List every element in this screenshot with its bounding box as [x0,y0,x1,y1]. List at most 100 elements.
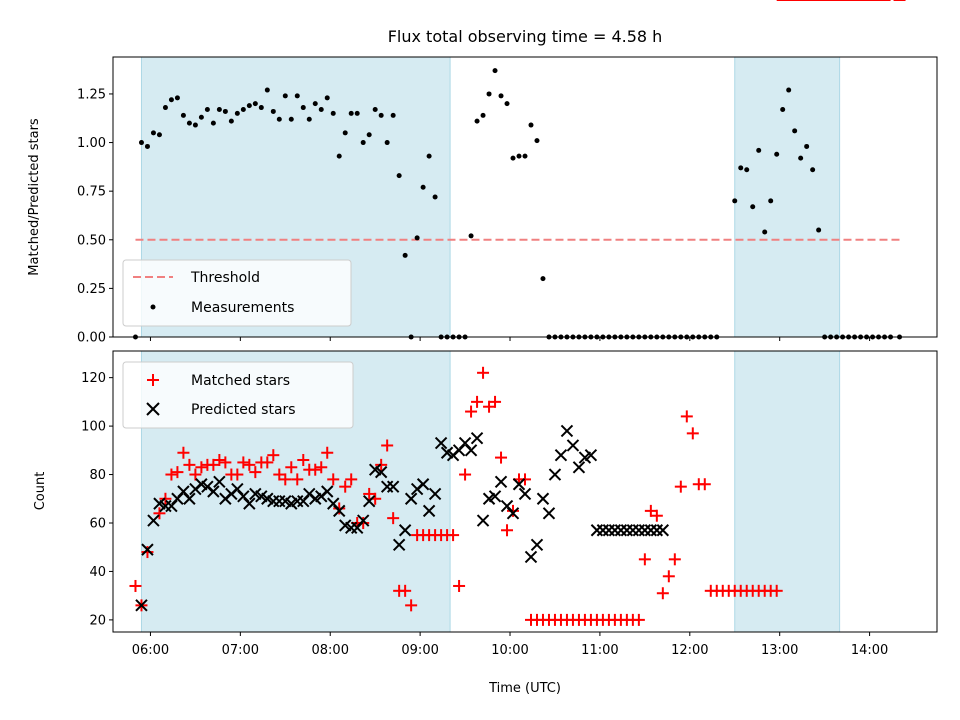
measurement-point [468,233,474,239]
matched-point [447,529,460,542]
matched-point [698,478,711,491]
ratio-y-axis-label: Matched/Predicted stars [27,118,42,276]
measurement-point [354,110,360,116]
measurement-point [384,140,390,146]
measurement-point [492,68,498,74]
matched-point [662,570,675,583]
measurement-point [798,155,804,161]
measurement-point [756,147,762,153]
predicted-point [422,504,436,518]
y-tick-label: 0.00 [77,331,106,346]
matched-point [315,461,328,474]
measurement-point [420,184,426,190]
predicted-point [542,507,556,520]
measurements-legend-swatch [150,304,156,310]
measurement-point [312,101,318,107]
series-1 [135,424,670,612]
measurement-point [786,87,792,93]
matched-point [770,584,783,597]
predicted-point [506,507,520,520]
matched-point [327,473,340,486]
predicted-point [554,448,568,462]
matched-point [489,395,502,408]
matched-point [279,473,292,486]
count-y-ticks: 20 40 60 80 100 120 [81,371,113,628]
predicted-point [512,478,526,491]
measurement-point [138,140,144,146]
measurement-point [780,107,786,112]
predicted-point [135,599,148,612]
measurements-legend-label: Measurements [191,300,294,316]
measurement-point [174,95,180,101]
measurement-point [270,108,276,114]
matched-legend-swatch [147,374,159,386]
measurement-point [390,112,396,118]
count-panel: 20 40 60 80 100 120 06:00 07:00 08:00 09:00 10:00… [33,0,938,658]
predicted-point [632,524,646,537]
x-tick-label: 07:00 [222,643,259,658]
matched-point [638,553,651,566]
x-tick-label: 09:00 [401,643,438,658]
x-tick-label: 11:00 [581,643,618,658]
y-tick-label: 20 [89,613,106,628]
matched-legend-label: Matched stars [191,373,290,389]
measurement-point [324,95,330,101]
predicted-point [464,444,478,457]
x-tick-label: 12:00 [671,643,708,658]
measurement-point [498,93,504,99]
measurement-point [516,153,522,159]
matched-point [297,454,310,467]
measurement-point [348,110,354,116]
measurement-point [414,235,420,241]
predicted-point [536,492,550,505]
measurement-point [144,143,150,149]
measurement-point [366,132,372,138]
measurement-point [528,122,534,128]
matched-point [471,395,484,408]
predicted-point [602,524,616,537]
predicted-point [518,487,532,501]
predicted-point [608,524,622,537]
matched-point [387,512,400,525]
ratio-panel: 0.00 0.25 0.50 0.75 1.00 1.25 Matched/Predict… [27,56,938,346]
matched-point [129,579,142,592]
measurement-point [294,93,300,99]
measurement-point [762,229,768,235]
measurement-point [480,112,486,118]
measurement-point [168,97,174,103]
predicted-point [572,461,586,474]
measurement-point [222,108,228,114]
measurement-point [750,204,756,210]
matched-point [243,458,256,471]
measurement-point [156,132,162,138]
measurement-point [486,91,492,97]
measurement-point [204,107,210,112]
measurement-point [306,116,312,122]
x-tick-label: 13:00 [761,643,798,658]
measurement-point [162,105,168,111]
predicted-point [470,431,484,445]
predicted-point [207,485,220,498]
measurement-point [252,101,258,107]
predicted-legend-swatch [146,402,160,416]
measurement-point [330,110,336,116]
predicted-point [494,475,508,489]
measurement-point [318,107,324,112]
measurement-point [288,116,294,122]
y-tick-label: 0.25 [77,282,106,297]
ratio-panel-frame [112,56,938,338]
measurement-point [228,118,234,124]
x-tick-label: 06:00 [132,643,169,658]
measurement-point [360,140,366,146]
shaded-window-1 [734,56,841,338]
measurement-point [246,103,252,109]
measurement-point [534,138,540,144]
predicted-point [362,494,376,508]
measurement-point [816,227,822,233]
chart-title: Flux total observing time = 4.58 h [388,27,663,46]
predicted-point [356,514,370,527]
matched-point [267,449,280,462]
matched-point [656,587,669,600]
measurement-point [150,130,156,136]
